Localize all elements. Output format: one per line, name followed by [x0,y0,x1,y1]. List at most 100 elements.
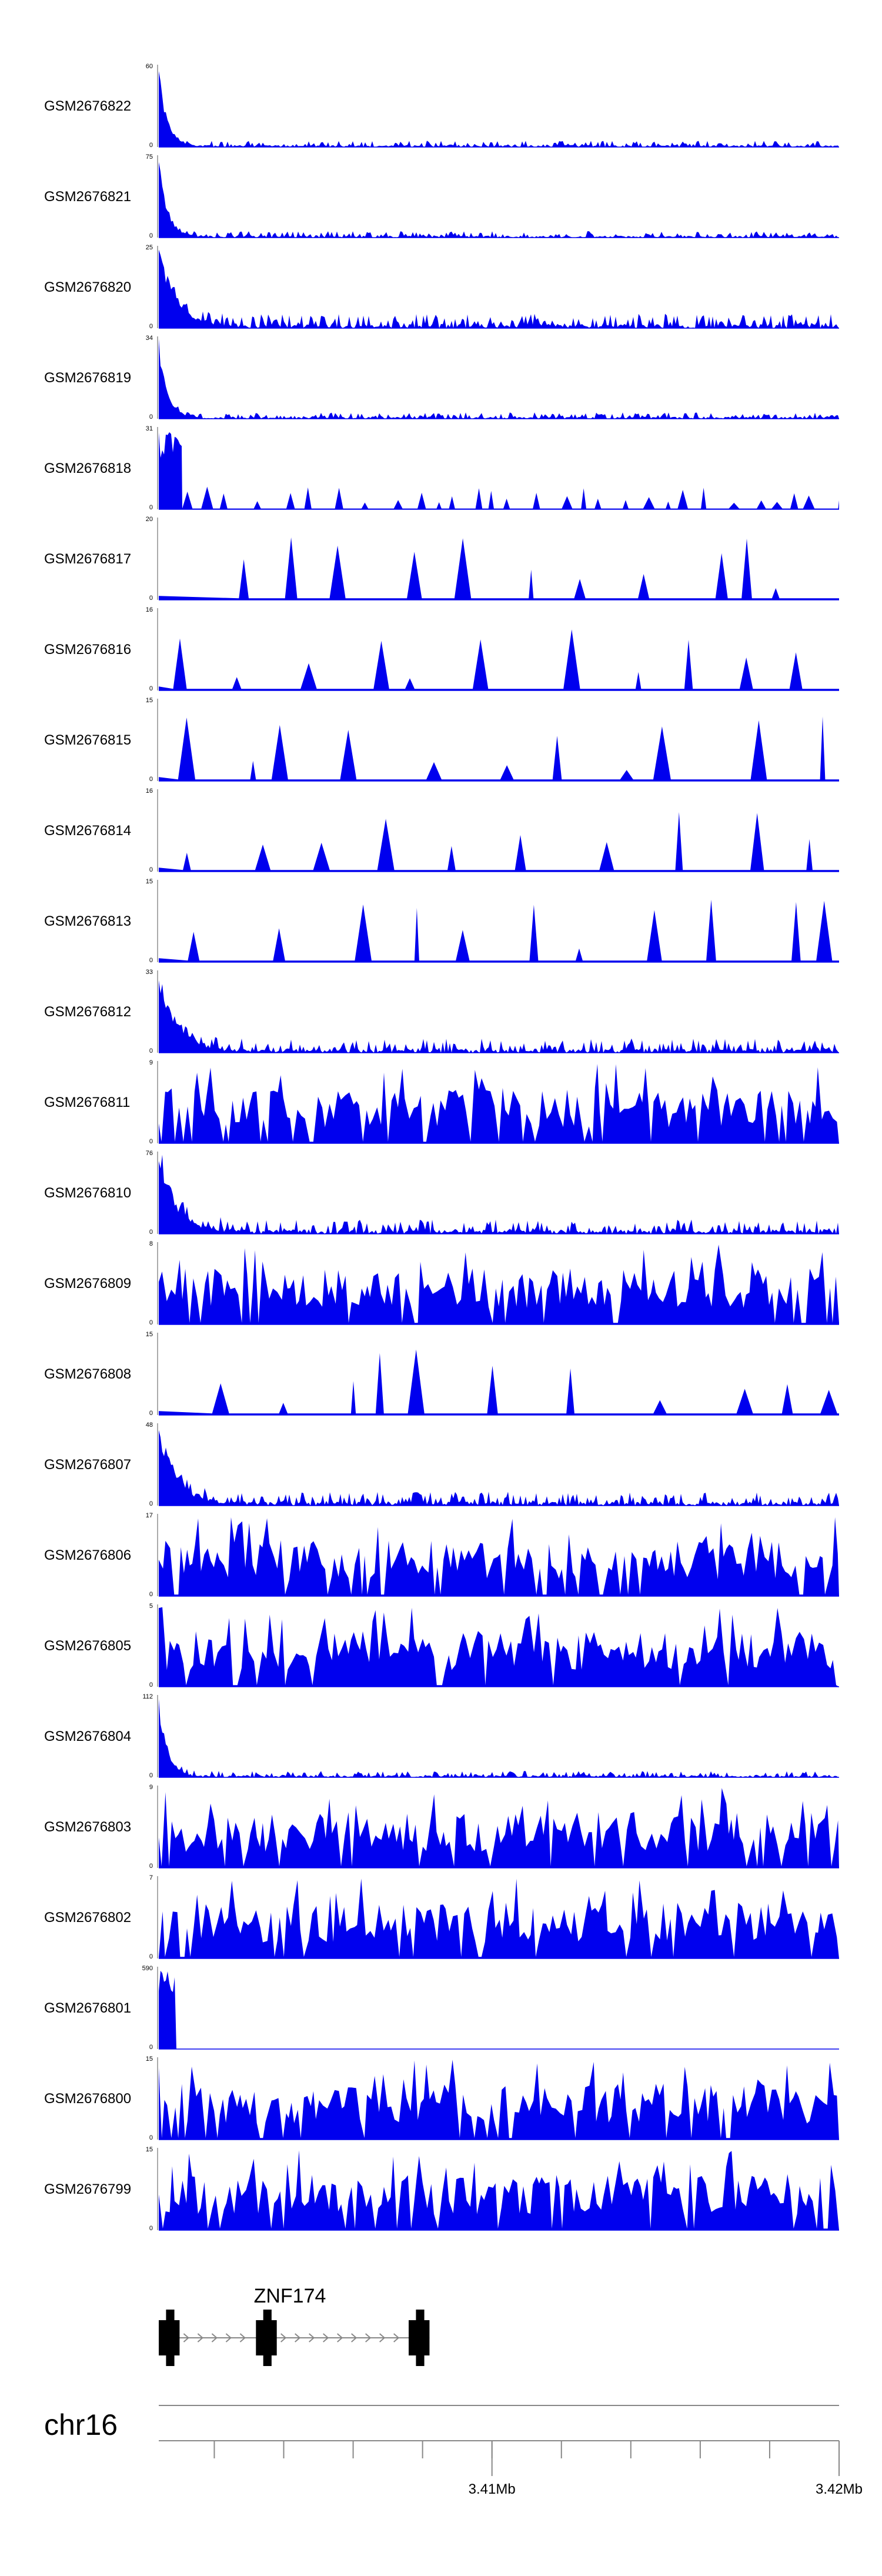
signal-area [159,2060,839,2140]
y-max-label: 15 [146,2146,153,2153]
y-max-label: 76 [146,1150,153,1157]
signal-area [159,1607,839,1687]
signal-area [159,162,839,238]
y-max-label: 60 [146,63,153,70]
track-gsm2676811: GSM2676811 9 0 [44,1059,839,1145]
strand-arrow-icon [280,2333,287,2343]
y-max-label: 31 [146,425,153,432]
track-label: GSM2676818 [44,461,131,476]
track-gsm2676807: GSM2676807 48 0 [44,1422,839,1507]
y-max-label: 34 [146,335,153,342]
track-gsm2676816: GSM2676816 16 0 [44,606,839,692]
track-label: GSM2676807 [44,1457,131,1473]
exon-coding [166,2310,175,2366]
track-gsm2676805: GSM2676805 5 0 [44,1603,839,1689]
signal-area [159,1878,839,1958]
y-max-label: 20 [146,516,153,523]
track-label: GSM2676806 [44,1547,131,1563]
strand-arrow-icon [351,2333,358,2343]
tick-label: 3.41Mb [469,2481,516,2497]
y-min-label: 0 [149,1047,153,1055]
signal-area [159,2150,839,2230]
strand-arrow-icon [211,2333,218,2343]
y-max-label: 25 [146,244,153,251]
track-label: GSM2676802 [44,1910,131,1926]
track-gsm2676812: GSM2676812 33 0 [44,969,839,1055]
tick-label: 3.42Mb [816,2481,863,2497]
strand-arrow-icon [197,2333,203,2343]
y-min-label: 0 [149,595,153,602]
track-gsm2676803: GSM2676803 9 0 [44,1784,839,1870]
y-max-label: 48 [146,1422,153,1429]
track-label: GSM2676809 [44,1276,131,1292]
strand-arrow-icon [337,2333,343,2343]
y-min-label: 0 [149,1500,153,1507]
track-label: GSM2676817 [44,551,131,567]
track-label: GSM2676814 [44,823,131,839]
exon-coding [263,2310,272,2366]
y-max-label: 8 [149,1240,153,1247]
signal-area [159,899,839,962]
track-label: GSM2676822 [44,98,131,114]
y-max-label: 5 [149,1603,153,1610]
track-label: GSM2676803 [44,1819,131,1835]
exon-coding [416,2310,425,2366]
signal-area [159,1699,839,1777]
track-label: GSM2676815 [44,732,131,748]
signal-area [159,537,839,600]
track-label: GSM2676808 [44,1366,131,1382]
y-min-label: 0 [149,1953,153,1960]
y-min-label: 0 [149,1772,153,1779]
track-label: GSM2676810 [44,1185,131,1201]
strand-arrow-icon [393,2333,400,2343]
y-min-label: 0 [149,142,153,149]
track-gsm2676806: GSM2676806 17 0 [44,1512,839,1598]
track-label: GSM2676821 [44,189,131,205]
track-gsm2676801: GSM2676801 590 0 [44,1965,839,2051]
y-max-label: 15 [146,2056,153,2063]
signal-tracks: GSM2676822600GSM2676821750GSM2676820250G… [44,63,839,2232]
y-min-label: 0 [149,1410,153,1417]
y-min-label: 0 [149,866,153,873]
signal-area [159,1517,839,1596]
signal-area [159,339,839,419]
track-gsm2676799: GSM2676799 15 0 [44,2146,839,2232]
strand-arrow-icon [309,2333,315,2343]
y-min-label: 0 [149,2134,153,2141]
track-gsm2676815: GSM2676815 15 0 [44,697,839,783]
y-min-label: 0 [149,685,153,692]
track-label: GSM2676812 [44,1004,131,1020]
signal-area [159,432,839,509]
y-max-label: 15 [146,697,153,704]
chromosome-axis: chr16 3.41Mb 3.42Mb [44,2405,863,2497]
track-gsm2676809: GSM2676809 8 0 [44,1240,839,1326]
track-gsm2676822: GSM2676822 60 0 [44,63,839,149]
track-label: GSM2676811 [44,1095,130,1110]
strand-arrow-icon [295,2333,301,2343]
track-label: GSM2676805 [44,1638,131,1654]
y-max-label: 590 [142,1965,153,1972]
y-max-label: 9 [149,1784,153,1791]
y-min-label: 0 [149,1319,153,1326]
signal-area [159,980,839,1053]
y-max-label: 7 [149,1874,153,1881]
track-label: GSM2676813 [44,913,131,929]
y-min-label: 0 [149,957,153,964]
y-min-label: 0 [149,1229,153,1236]
strand-arrow-icon [365,2333,372,2343]
y-min-label: 0 [149,323,153,330]
signal-area [159,1970,839,2049]
signal-area [159,1788,839,1868]
track-gsm2676802: GSM2676802 7 0 [44,1874,839,1960]
track-gsm2676818: GSM2676818 31 0 [44,425,839,511]
track-gsm2676804: GSM2676804 112 0 [44,1693,839,1779]
track-gsm2676810: GSM2676810 76 0 [44,1150,839,1236]
track-gsm2676821: GSM2676821 75 0 [44,154,839,239]
y-min-label: 0 [149,413,153,421]
track-gsm2676813: GSM2676813 15 0 [44,878,839,964]
track-label: GSM2676800 [44,2091,131,2107]
y-min-label: 0 [149,2044,153,2051]
y-max-label: 15 [146,878,153,885]
signal-area [159,1430,839,1506]
